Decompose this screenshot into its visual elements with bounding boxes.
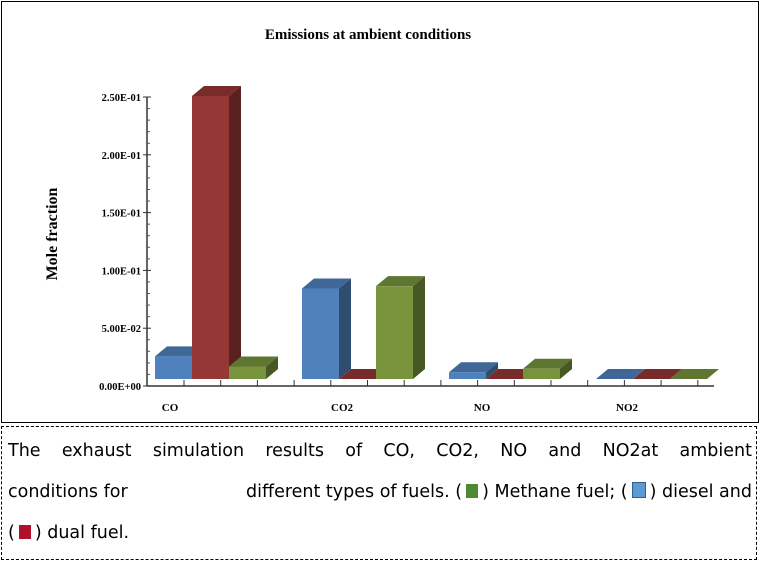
caption-text: different types of fuels. ( [246,482,463,502]
caption-word: NO [500,441,528,461]
bar-front-face [449,372,486,379]
bar-top-face [486,369,535,379]
caption-word: of [345,441,363,461]
caption-text: ( [8,523,15,543]
bar-front-face [155,356,192,379]
bar-top-face [670,369,719,379]
caption-line-1: The exhaust simulation results of CO, CO2, NO an… [8,431,752,472]
bar-top-face [596,369,645,379]
figure-caption: The exhaust simulation results of CO, CO2, NO an… [1,426,757,560]
bar-dual-no [486,369,535,379]
bar-diesel-no2 [596,369,645,379]
bar-front-face [376,286,413,379]
bar-dual-co [192,86,241,379]
bar-side-face [413,276,425,379]
caption-word: CO, [383,441,415,461]
bar-front-face [229,366,266,379]
bar-dual-co2 [339,369,388,379]
bar-side-face [560,358,572,379]
bar-diesel-no [449,362,498,379]
x-tick-label: CO [162,402,179,414]
x-tick-label: NO [474,402,491,414]
x-tick-label: NO2 [616,402,639,414]
bar-top-face [376,276,425,287]
dual-legend-swatch [18,525,31,539]
bar-front-face [192,96,229,379]
caption-word: simulation [152,441,245,461]
bar-dual-no2 [633,369,682,379]
caption-word: exhaust [61,441,132,461]
caption-word: results [265,441,324,461]
diesel-legend-swatch [631,482,646,498]
caption-diesel: ) diesel and [649,482,752,502]
caption-text: conditions for [8,482,128,502]
bar-top-face [229,356,278,367]
y-tick-label: 1.00E-01 [102,266,141,277]
bar-methane-co [229,356,278,379]
bar-top-face [633,369,682,379]
caption-methane: ) Methane fuel; ( [482,482,628,502]
caption-line-2: conditions for different types of fuels.… [8,472,752,513]
bar-top-face [339,369,388,379]
caption-dual: ) dual fuel. [34,523,130,543]
y-tick-label: 0.00E+00 [99,382,141,393]
bar-top-face [192,86,241,96]
bar-front-face [523,368,560,379]
caption-word: ambient [679,441,752,461]
y-tick-label: 2.50E-01 [102,93,141,104]
chart-title: Emissions at ambient conditions [265,27,471,43]
bar-top-face [449,362,498,373]
caption-word: NO2at [602,441,659,461]
bar-methane-no [523,358,572,379]
bar-diesel-co2 [302,278,351,379]
x-tick-label: CO2 [331,402,354,414]
y-axis-label: Mole fraction [44,187,61,280]
y-tick-label: 5.00E-02 [102,324,141,335]
bar-top-face [523,358,572,369]
bar-methane-no2 [670,369,719,379]
bar-side-face [486,362,498,379]
chart-frame: Emissions at ambient conditions Mole fra… [1,1,759,423]
caption-text: different types of fuels. ( ) Methane fue… [246,472,752,513]
caption-word: The [8,441,41,461]
bar-methane-co2 [376,276,425,379]
bar-chart: Emissions at ambient conditions Mole fra… [44,27,719,414]
bar-top-face [302,278,351,289]
bar-side-face [339,278,351,379]
y-tick-label: 1.50E-01 [102,209,141,220]
bar-side-face [266,356,278,379]
bar-top-face [155,346,204,357]
bar-front-face [302,288,339,379]
caption-word: and [548,441,582,461]
methane-legend-swatch [466,484,479,498]
caption-word: CO2, [436,441,479,461]
caption-line-3: ( ) dual fuel. [8,513,752,554]
bar-side-face [229,86,241,379]
y-tick-label: 2.00E-01 [102,151,141,162]
